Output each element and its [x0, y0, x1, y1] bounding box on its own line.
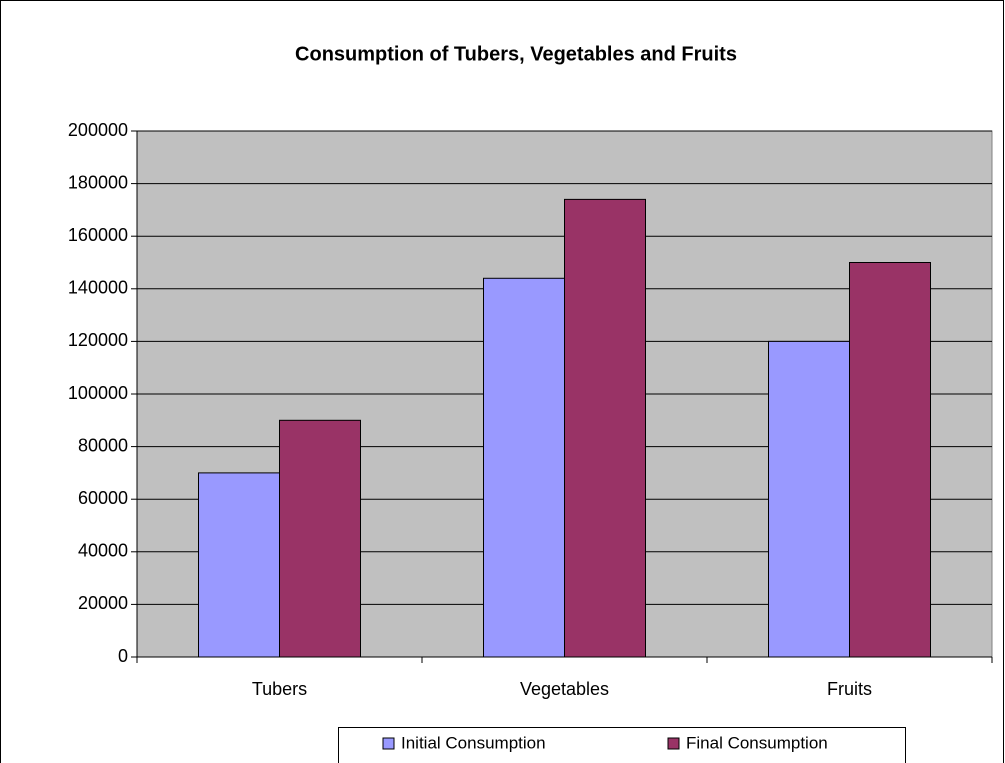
legend	[338, 727, 906, 763]
bar	[768, 340, 850, 658]
legend-label: Initial Consumption	[401, 733, 546, 752]
y-tick-label: 120000	[68, 330, 128, 350]
x-tick-label: Tubers	[252, 679, 307, 699]
bar	[564, 198, 646, 658]
bar	[483, 277, 565, 658]
bar	[198, 472, 280, 658]
legend-label: Final Consumption	[686, 733, 828, 752]
chart-title: Consumption of Tubers, Vegetables and Fr…	[295, 43, 737, 65]
y-tick-label: 60000	[78, 488, 128, 508]
y-tick-label: 160000	[68, 225, 128, 245]
y-tick-label: 40000	[78, 541, 128, 561]
y-tick-label: 100000	[68, 383, 128, 403]
legend-swatch	[382, 737, 395, 750]
legend-swatch	[667, 737, 680, 750]
x-tick-label: Fruits	[827, 679, 872, 699]
y-tick-label: 0	[118, 646, 128, 666]
bar	[279, 419, 361, 658]
x-tick-label: Vegetables	[520, 679, 609, 699]
y-tick-label: 140000	[68, 278, 128, 298]
y-tick-label: 80000	[78, 435, 128, 455]
y-tick-label: 20000	[78, 593, 128, 613]
bar	[849, 262, 931, 658]
y-tick-label: 200000	[68, 120, 128, 140]
y-tick-label: 180000	[68, 172, 128, 192]
